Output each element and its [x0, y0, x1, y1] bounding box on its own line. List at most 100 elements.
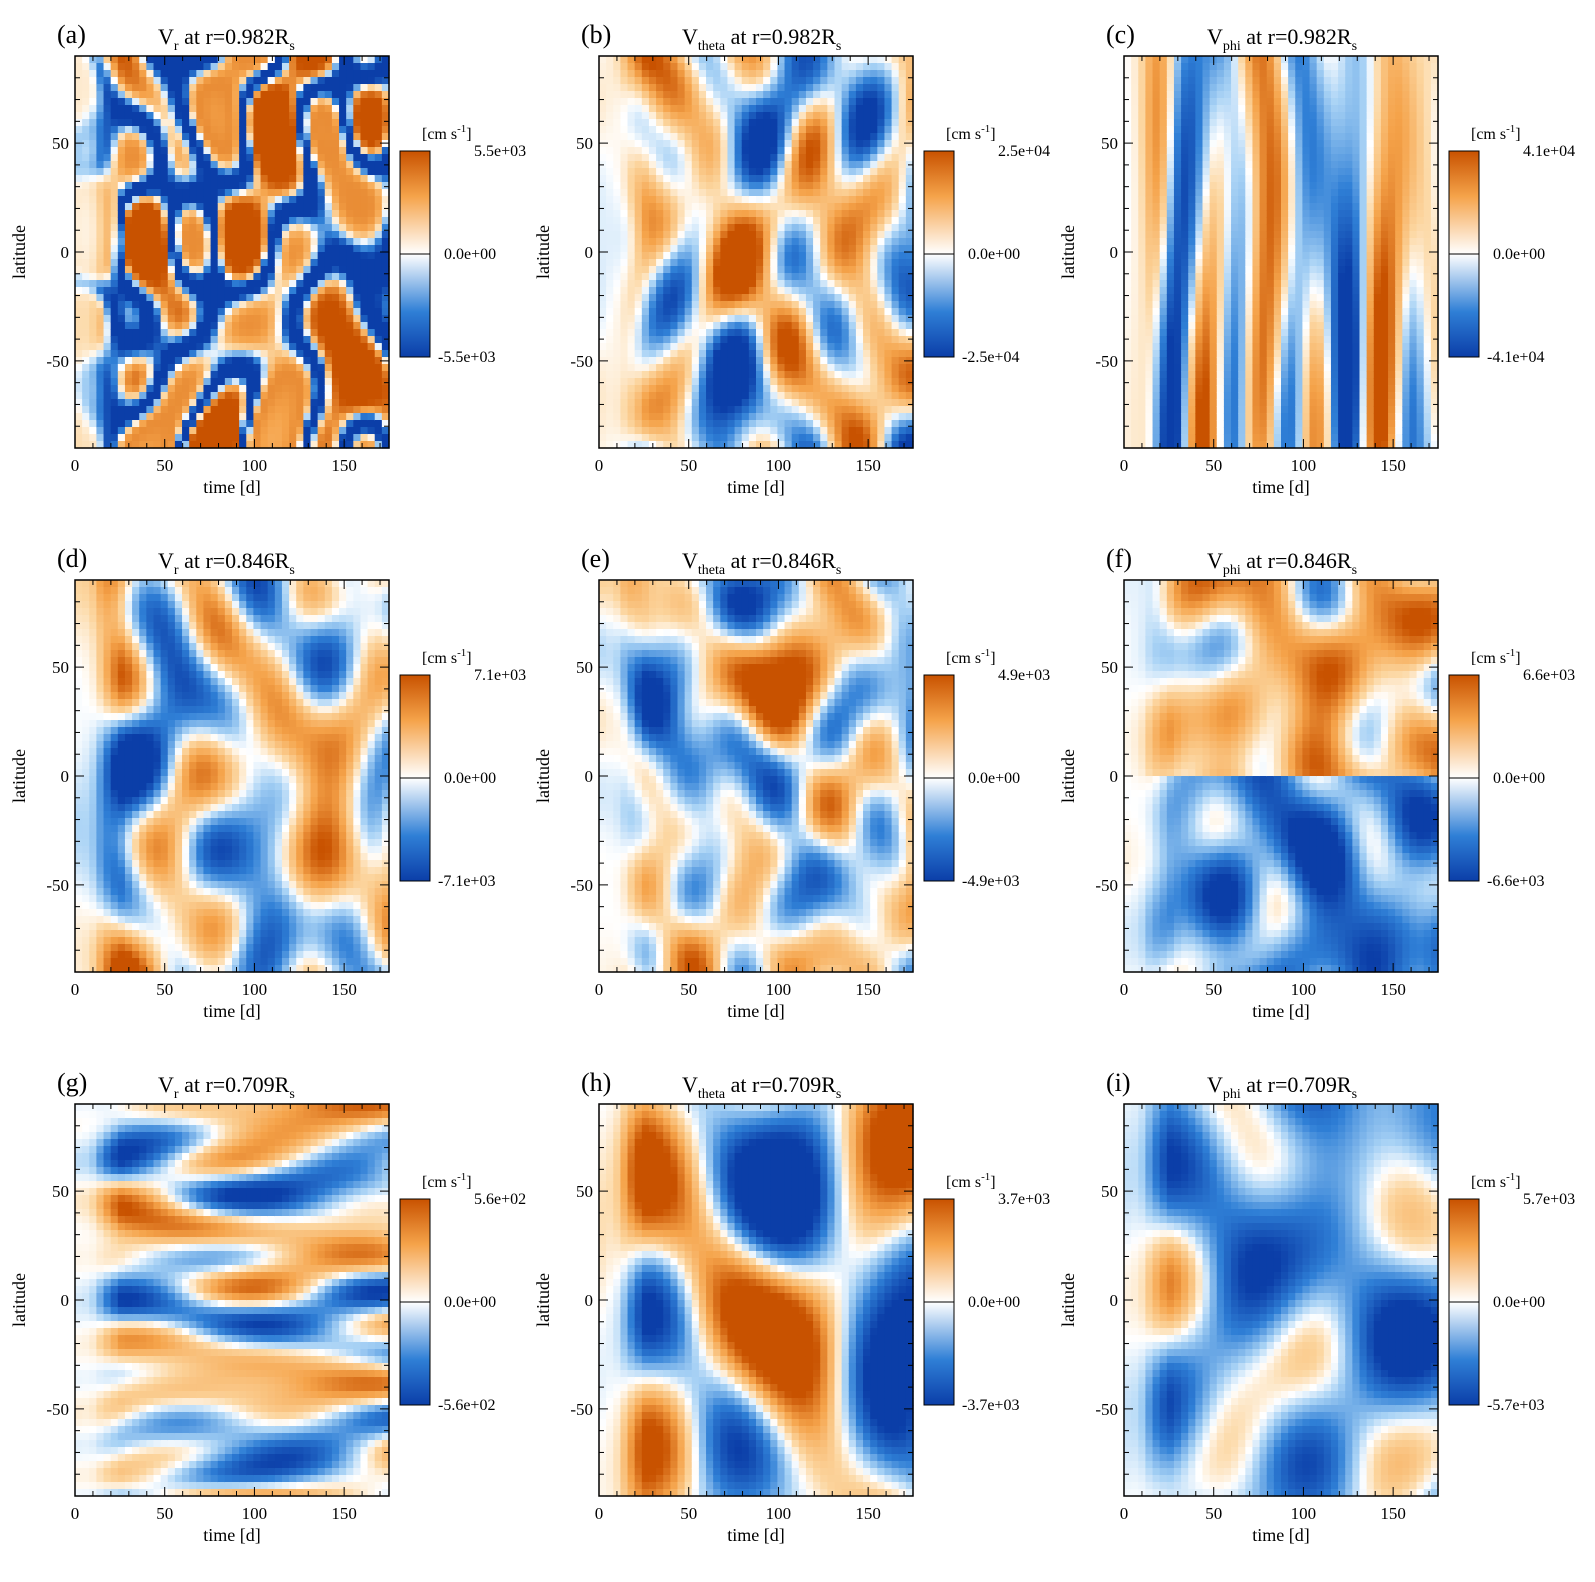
heatmap-cell	[698, 105, 707, 113]
heatmap-cell	[203, 406, 212, 414]
heatmap-cell	[834, 224, 843, 232]
heatmap-cell	[110, 322, 119, 330]
heatmap-cell	[203, 308, 212, 316]
heatmap-cell	[203, 301, 212, 309]
heatmap-cell	[224, 413, 233, 421]
heatmap-cell	[174, 175, 183, 183]
heatmap-cell	[189, 336, 197, 344]
heatmap-cell	[110, 217, 119, 225]
heatmap-cell	[898, 84, 907, 92]
heatmap-cell	[146, 308, 155, 316]
heatmap-cell	[374, 140, 383, 148]
heatmap-cell	[784, 336, 793, 344]
heatmap-cell	[613, 133, 622, 141]
heatmap-cell	[239, 266, 247, 274]
heatmap-cell	[670, 105, 679, 113]
heatmap-cell	[606, 133, 614, 141]
heatmap-cell	[360, 315, 369, 323]
heatmap-cell	[784, 196, 793, 204]
heatmap-cell	[75, 126, 83, 134]
heatmap-cell	[641, 399, 650, 407]
heatmap-cell	[663, 364, 671, 372]
heatmap-cell	[741, 133, 750, 141]
heatmap-cell	[648, 357, 657, 365]
heatmap-cell	[613, 196, 622, 204]
heatmap-cell	[124, 392, 133, 400]
heatmap-cell	[684, 371, 693, 379]
heatmap-cell	[741, 336, 750, 344]
heatmap-cell	[224, 434, 233, 442]
heatmap-cell	[331, 161, 340, 169]
heatmap-cell	[813, 161, 821, 169]
heatmap-cell	[96, 126, 105, 134]
heatmap-cell	[96, 203, 105, 211]
heatmap-cell	[798, 371, 807, 379]
heatmap-cell	[670, 371, 679, 379]
heatmap-cell	[706, 427, 714, 435]
heatmap-cell	[720, 224, 729, 232]
heatmap-cell	[367, 105, 376, 113]
heatmap-cell	[684, 252, 693, 260]
heatmap-cell	[174, 273, 183, 281]
heatmap-cell	[146, 280, 155, 288]
heatmap-cell	[339, 371, 347, 379]
heatmap-cell	[75, 182, 83, 190]
heatmap-cell	[267, 252, 276, 260]
heatmap-cell	[770, 322, 779, 330]
heatmap-cell	[281, 287, 290, 295]
heatmap-cell	[877, 364, 886, 372]
heatmap-cell	[706, 168, 714, 176]
heatmap-cell	[139, 441, 147, 449]
heatmap-cell	[641, 182, 650, 190]
heatmap-cell	[748, 413, 757, 421]
heatmap-cell	[813, 98, 821, 106]
heatmap-cell	[855, 252, 864, 260]
heatmap-cell	[253, 70, 262, 78]
heatmap-cell	[289, 224, 297, 232]
heatmap-cell	[89, 329, 98, 337]
heatmap-cell	[813, 399, 821, 407]
heatmap-cell	[124, 77, 133, 85]
heatmap-cell	[763, 371, 771, 379]
heatmap-cell	[798, 294, 807, 302]
heatmap-cell	[217, 378, 226, 386]
heatmap-cell	[124, 329, 133, 337]
heatmap-cell	[303, 266, 312, 274]
heatmap-cell	[103, 427, 112, 435]
heatmap-cell	[353, 84, 362, 92]
heatmap-cell	[317, 266, 326, 274]
heatmap-cell	[877, 196, 886, 204]
heatmap-cell	[648, 266, 657, 274]
heatmap-cell	[232, 105, 240, 113]
heatmap-cell	[741, 119, 750, 127]
heatmap-cell	[784, 84, 793, 92]
heatmap-cell	[756, 245, 764, 253]
heatmap-cell	[132, 238, 140, 246]
heatmap-cell	[281, 378, 290, 386]
heatmap-cell	[353, 336, 362, 344]
heatmap-cell	[182, 385, 190, 393]
heatmap-cell	[274, 112, 283, 120]
heatmap-cell	[898, 315, 907, 323]
heatmap-cell	[756, 91, 764, 99]
heatmap-cell	[798, 238, 807, 246]
heatmap-cell	[855, 406, 864, 414]
heatmap-cell	[103, 70, 112, 78]
heatmap-cell	[289, 266, 297, 274]
heatmap-cell	[698, 350, 707, 358]
heatmap-cell	[841, 161, 850, 169]
heatmap-cell	[196, 217, 205, 225]
heatmap-cell	[905, 203, 914, 211]
heatmap-cell	[182, 217, 190, 225]
heatmap-cell	[253, 266, 262, 274]
heatmap-cell	[784, 434, 793, 442]
heatmap-cell	[296, 126, 304, 134]
heatmap-cell	[353, 112, 362, 120]
heatmap-cell	[331, 287, 340, 295]
heatmap-cell	[196, 231, 205, 239]
heatmap-cell	[741, 413, 750, 421]
heatmap-cell	[827, 63, 836, 71]
heatmap-cell	[634, 98, 643, 106]
heatmap-cell	[103, 266, 112, 274]
heatmap-cell	[841, 210, 850, 218]
